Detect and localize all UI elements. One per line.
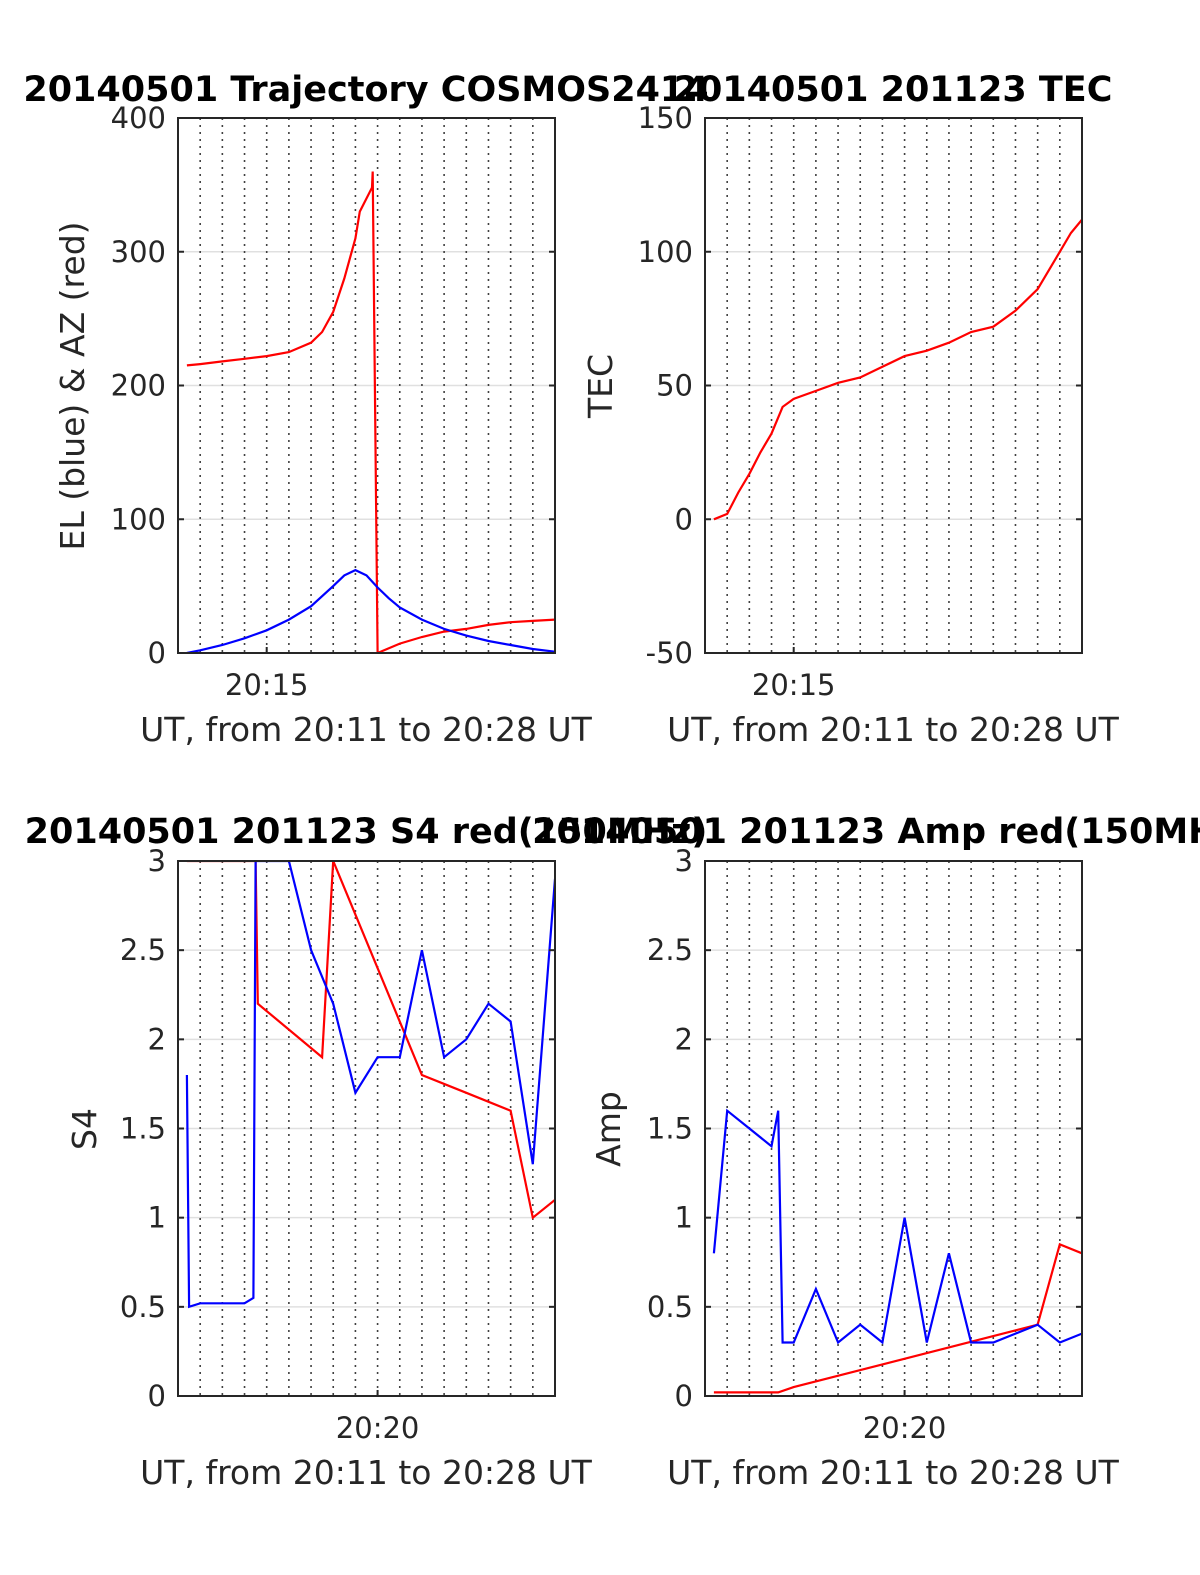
chart-panel-traj: 0 100 200 300 400 20:15 20140501 Trajectory C…	[23, 70, 708, 749]
chart-title: 20140501 201123 Amp red(150MHz)	[532, 812, 1200, 852]
y-tick-label: 300	[111, 235, 166, 269]
y-tick-label: 1.5	[120, 1112, 166, 1146]
series-line-2	[186, 568, 555, 653]
plot-area-s4: 0 0.5 1 1.5 2 2.5 3 20:20	[120, 844, 556, 1445]
y-tick-label: 0	[675, 502, 693, 536]
x-tick-label: 20:15	[225, 668, 309, 702]
series-line-1	[713, 218, 1082, 521]
y-tick-label: 0.5	[120, 1290, 166, 1324]
y-tick-label: 2.5	[647, 933, 693, 967]
y-tick-label: 50	[656, 369, 693, 403]
chart-panel-amp: 0 0.5 1 1.5 2 2.5 3 20:20 20140501 201123 Amp r…	[532, 812, 1200, 1492]
y-axis-label: S4	[65, 1108, 104, 1150]
series-line-1	[186, 171, 555, 653]
x-axis-label: UT, from 20:11 to 20:28 UT	[667, 1453, 1120, 1492]
series-line-1	[186, 861, 555, 1220]
plot-area-tec: -50 0 50 100 150 20:15	[638, 101, 1083, 702]
y-axis-label: Amp	[589, 1091, 628, 1167]
y-tick-label: 2.5	[120, 933, 166, 967]
plot-area-amp: 0 0.5 1 1.5 2 2.5 3 20:20	[647, 844, 1083, 1445]
y-tick-label: -50	[646, 636, 693, 670]
chart-title: 20140501 201123 S4 red(150MHz)	[25, 812, 708, 852]
y-tick-label: 1	[675, 1201, 693, 1235]
x-tick-label: 20:15	[752, 668, 836, 702]
y-tick-label: 150	[638, 101, 693, 135]
y-tick-label: 100	[638, 235, 693, 269]
x-tick-label: 20:20	[336, 1411, 420, 1445]
y-tick-label: 3	[675, 844, 693, 878]
y-tick-label: 400	[111, 101, 166, 135]
chart-title: 20140501 Trajectory COSMOS2414	[23, 70, 708, 110]
x-axis-label: UT, from 20:11 to 20:28 UT	[140, 710, 593, 749]
chart-title: 20140501 201123 TEC	[674, 70, 1113, 110]
y-tick-label: 0	[148, 636, 166, 670]
chart-panel-tec: -50 0 50 100 150 20:15 20140501 201123 TEC UT…	[581, 70, 1120, 749]
y-tick-label: 1.5	[647, 1112, 693, 1146]
plot-area-traj: 0 100 200 300 400 20:15	[111, 101, 556, 702]
y-tick-label: 3	[148, 844, 166, 878]
series-line-2	[185, 861, 555, 1309]
y-axis-label: EL (blue) & AZ (red)	[53, 221, 92, 550]
y-axis-label: TEC	[581, 354, 620, 419]
y-tick-label: 0.5	[647, 1290, 693, 1324]
y-tick-label: 0	[148, 1379, 166, 1413]
y-tick-label: 100	[111, 502, 166, 536]
series-line-2	[712, 1108, 1082, 1345]
chart-panel-s4: 0 0.5 1 1.5 2 2.5 3 20:20 20140501 201123 S4 re…	[25, 812, 708, 1492]
y-tick-label: 2	[675, 1022, 693, 1056]
x-axis-label: UT, from 20:11 to 20:28 UT	[140, 1453, 593, 1492]
y-tick-label: 0	[675, 1379, 693, 1413]
x-axis-label: UT, from 20:11 to 20:28 UT	[667, 710, 1120, 749]
y-tick-label: 1	[148, 1201, 166, 1235]
series-line-1	[713, 1242, 1082, 1394]
x-tick-label: 20:20	[863, 1411, 947, 1445]
y-tick-label: 2	[148, 1022, 166, 1056]
y-tick-label: 200	[111, 369, 166, 403]
